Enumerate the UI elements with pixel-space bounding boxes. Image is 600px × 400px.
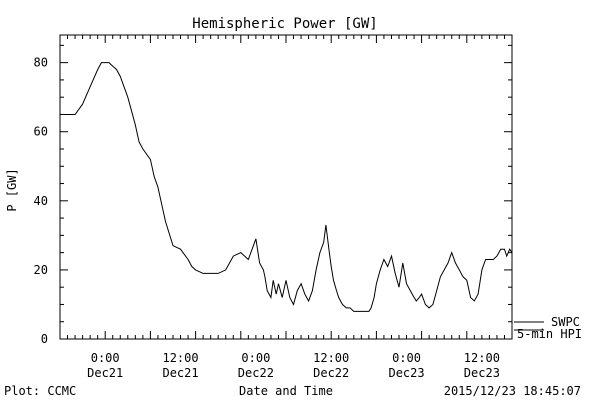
x-tick-date: Dec23 <box>464 366 500 380</box>
chart-title: Hemispheric Power [GW] <box>192 16 377 32</box>
legend-entry-swpc: SWPC <box>551 315 580 329</box>
series-line-hpi <box>60 62 513 312</box>
x-tick-time: 12:00 <box>162 351 198 365</box>
x-axis-label: Date and Time <box>239 384 333 398</box>
y-axis-ticks: 0 20 40 60 80 <box>34 44 512 346</box>
x-tick-time: 0:00 <box>241 351 270 365</box>
x-tick-date: Dec22 <box>313 366 349 380</box>
x-tick-time: 12:00 <box>313 351 349 365</box>
plot-timestamp: 2015/12/23 18:45:07 <box>444 384 581 398</box>
y-tick-label: 40 <box>34 194 48 208</box>
x-tick-date: Dec21 <box>162 366 198 380</box>
x-tick-date: Dec22 <box>238 366 274 380</box>
x-tick-date: Dec21 <box>87 366 123 380</box>
x-tick-time: 0:00 <box>392 351 421 365</box>
y-axis-label: P [GW] <box>5 168 19 211</box>
y-tick-label: 0 <box>41 332 48 346</box>
x-tick-time: 12:00 <box>464 351 500 365</box>
legend-entry-hpi: 5-min HPI <box>517 327 582 341</box>
y-tick-label: 80 <box>34 56 48 70</box>
plot-frame <box>59 34 513 340</box>
x-axis-ticks: 0:00Dec2112:00Dec210:00Dec2212:00Dec220:… <box>59 35 513 380</box>
x-tick-date: Dec23 <box>388 366 424 380</box>
y-tick-label: 20 <box>34 263 48 277</box>
x-tick-time: 0:00 <box>91 351 120 365</box>
plot-source: Plot: CCMC <box>4 384 76 398</box>
y-tick-label: 60 <box>34 125 48 139</box>
